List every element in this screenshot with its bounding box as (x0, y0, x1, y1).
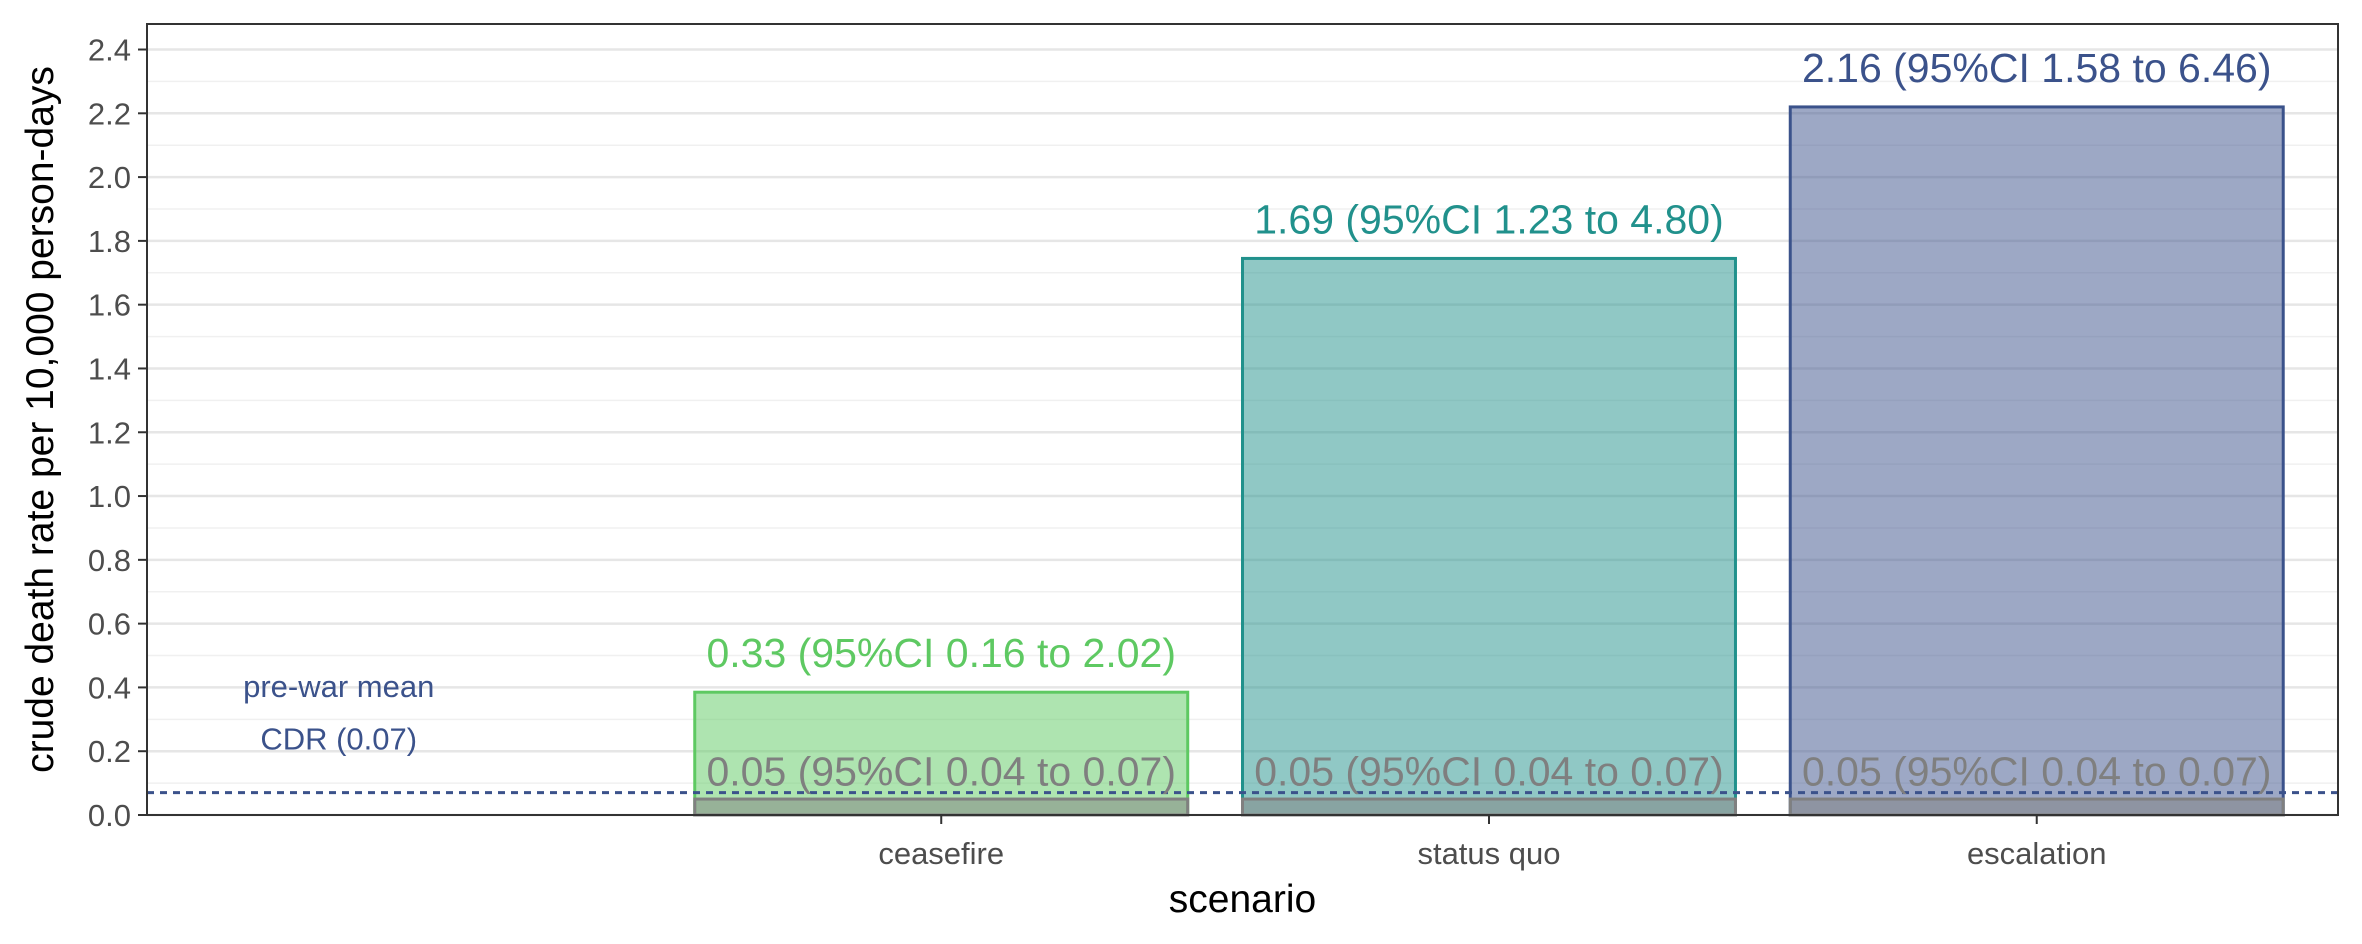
x-axis: ceasefire status quo escalation (878, 815, 2107, 871)
data-label-ceasefire: 0.33 (95%CI 0.16 to 2.02) (706, 630, 1176, 676)
y-tick-label: 0.4 (88, 670, 131, 705)
y-tick-label: 1.4 (88, 351, 131, 386)
bar-escalation (1788, 105, 2285, 817)
x-tick-label: status quo (1417, 836, 1560, 871)
y-axis-title: crude death rate per 10,000 person-days (19, 66, 62, 773)
bar-ceasefire (693, 690, 1190, 817)
reference-line-group: pre-war mean CDR (0.07) (147, 669, 2338, 795)
y-tick-label: 1.6 (88, 288, 131, 323)
y-tick-label: 0.0 (88, 798, 131, 833)
baseline-bar-ceasefire (693, 797, 1190, 817)
x-tick-label: escalation (1967, 836, 2107, 871)
baseline-label-ceasefire: 0.05 (95%CI 0.04 to 0.07) (706, 748, 1176, 794)
x-tick-label: ceasefire (878, 836, 1004, 871)
data-labels: 0.33 (95%CI 0.16 to 2.02) 0.05 (95%CI 0.0… (706, 45, 2271, 794)
x-axis-title: scenario (1169, 878, 1316, 921)
y-tick-label: 1.8 (88, 224, 131, 259)
y-tick-label: 1.2 (88, 415, 131, 450)
plot-panel-border (146, 23, 2339, 816)
baseline-label-escalation: 0.05 (95%CI 0.04 to 0.07) (1802, 748, 2272, 794)
data-label-escalation: 2.16 (95%CI 1.58 to 6.46) (1802, 45, 2272, 91)
y-tick-label: 2.2 (88, 96, 131, 131)
baseline-label-status-quo: 0.05 (95%CI 0.04 to 0.07) (1254, 748, 1724, 794)
y-tick-label: 2.0 (88, 160, 131, 195)
baseline-bar-escalation (1788, 797, 2285, 817)
y-tick-label: 0.2 (88, 734, 131, 769)
y-axis: 0.0 0.2 0.4 0.6 0.8 1.0 1.2 1.4 1.6 1.8 2.0 2.2 2.4 (88, 33, 147, 833)
y-tick-label: 2.4 (88, 33, 131, 68)
bar-status-quo (1241, 256, 1737, 817)
reference-label-line1: pre-war mean (243, 669, 434, 704)
data-label-status-quo: 1.69 (95%CI 1.23 to 4.80) (1254, 196, 1724, 242)
baseline-bar-status-quo (1241, 797, 1737, 817)
reference-label-line2: CDR (0.07) (260, 722, 417, 757)
y-tick-label: 0.8 (88, 543, 131, 578)
y-tick-label: 0.6 (88, 607, 131, 642)
y-tick-label: 1.0 (88, 479, 131, 514)
bars (693, 105, 2285, 817)
